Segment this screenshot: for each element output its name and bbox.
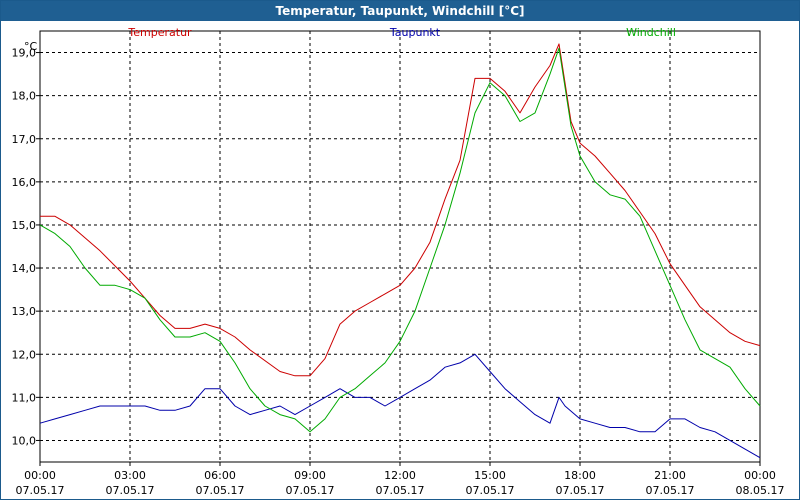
legend-entry-windchill: Windchill	[626, 26, 676, 39]
x-tick-time-label: 18:00	[564, 469, 596, 482]
x-tick-date-label: 07.05.17	[376, 484, 425, 497]
x-tick-date-label: 07.05.17	[556, 484, 605, 497]
y-axis-unit-label: °C	[24, 40, 38, 53]
x-tick-time-label: 03:00	[114, 469, 146, 482]
y-tick-label: 16,0	[12, 176, 37, 189]
y-tick-label: 15,0	[12, 219, 37, 232]
series-line-windchill	[39, 47, 761, 433]
x-tick-date-label: 07.05.17	[466, 484, 515, 497]
y-tick-label: 19,0	[12, 47, 37, 60]
y-tick-label: 18,0	[12, 90, 37, 103]
y-tick-label: 17,0	[12, 133, 37, 146]
x-tick-date-label: 08.05.17	[736, 484, 785, 497]
x-tick-time-label: 09:00	[294, 469, 326, 482]
x-tick-date-label: 07.05.17	[646, 484, 695, 497]
legend-entry-temperatur: Temperatur	[127, 26, 192, 39]
x-tick-time-label: 21:00	[654, 469, 686, 482]
legend-entry-taupunkt: Taupunkt	[389, 26, 441, 39]
x-tick-time-label: 06:00	[204, 469, 236, 482]
x-tick-date-label: 07.05.17	[196, 484, 245, 497]
x-tick-date-label: 07.05.17	[106, 484, 155, 497]
y-tick-label: 12,0	[12, 348, 37, 361]
x-tick-time-label: 12:00	[384, 469, 416, 482]
window-title: Temperatur, Taupunkt, Windchill [°C]	[1, 1, 799, 21]
x-tick-time-label: 00:00	[744, 469, 776, 482]
y-tick-label: 14,0	[12, 262, 37, 275]
series-line-temperatur	[40, 43, 761, 377]
x-tick-date-label: 07.05.17	[16, 484, 65, 497]
x-tick-date-label: 07.05.17	[286, 484, 335, 497]
y-tick-label: 11,0	[12, 391, 37, 404]
series-line-taupunkt	[39, 353, 761, 459]
y-tick-label: 10,0	[12, 434, 37, 447]
x-tick-time-label: 00:00	[24, 469, 56, 482]
x-tick-time-label: 15:00	[474, 469, 506, 482]
y-tick-label: 13,0	[12, 305, 37, 318]
